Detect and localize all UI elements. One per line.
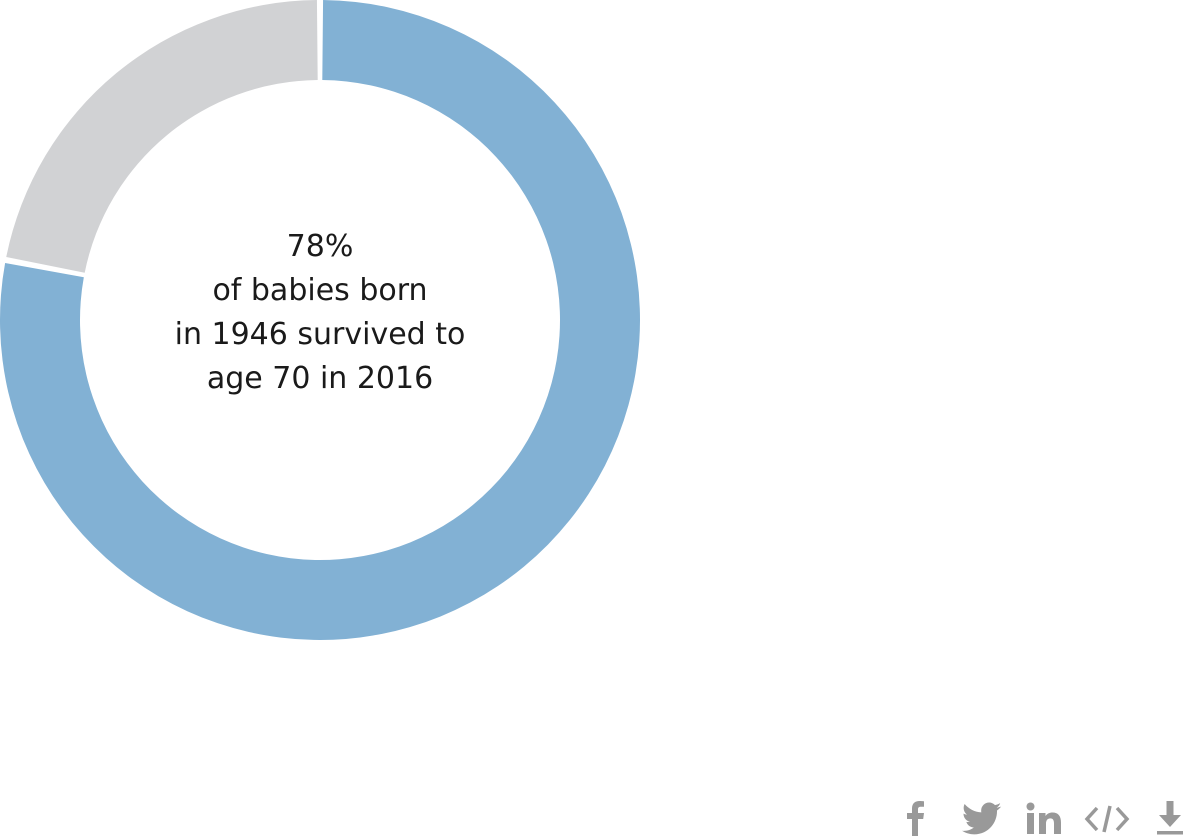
facebook-icon[interactable]: [906, 800, 928, 836]
center-label-line-2: in 1946 survived to: [174, 317, 466, 352]
embed-code-icon[interactable]: [1084, 802, 1130, 836]
linkedin-icon[interactable]: [1026, 802, 1062, 836]
donut-chart: 78% of babies born in 1946 survived to a…: [0, 0, 640, 640]
donut-slice-remainder: [6, 0, 318, 273]
center-label: 78% of babies born in 1946 survived to a…: [160, 225, 480, 401]
center-label-line-3: age 70 in 2016: [206, 361, 434, 396]
share-toolbar: [886, 790, 1186, 838]
center-label-percentage: 78%: [286, 229, 354, 264]
twitter-icon[interactable]: [962, 802, 1002, 836]
donut-chart-svg: [0, 0, 640, 640]
download-icon[interactable]: [1156, 800, 1184, 836]
center-label-line-1: of babies born: [212, 273, 428, 308]
